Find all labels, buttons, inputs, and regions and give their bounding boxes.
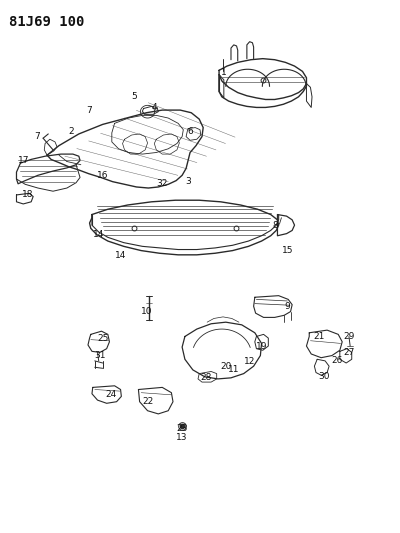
Text: 30: 30 xyxy=(318,372,330,381)
Text: 28: 28 xyxy=(200,373,212,382)
Text: 81J69 100: 81J69 100 xyxy=(9,14,85,29)
Text: 26: 26 xyxy=(331,357,343,366)
Text: 32: 32 xyxy=(156,179,168,188)
Text: 27: 27 xyxy=(343,348,355,357)
Text: 9: 9 xyxy=(284,302,290,311)
Text: 14: 14 xyxy=(93,230,104,239)
Text: 15: 15 xyxy=(282,246,293,255)
Text: 19: 19 xyxy=(256,342,267,351)
Text: 8: 8 xyxy=(272,221,278,230)
Text: 29: 29 xyxy=(343,332,355,341)
Text: 31: 31 xyxy=(94,351,106,360)
Text: 24: 24 xyxy=(105,390,116,399)
Text: 16: 16 xyxy=(97,171,108,180)
Text: 6: 6 xyxy=(187,127,193,136)
Text: 4: 4 xyxy=(152,103,157,112)
Text: 11: 11 xyxy=(228,366,240,374)
Text: 7: 7 xyxy=(34,132,40,141)
Text: 25: 25 xyxy=(97,334,108,343)
Text: 7: 7 xyxy=(86,106,92,115)
Text: 1: 1 xyxy=(221,68,227,77)
Text: 2: 2 xyxy=(68,127,74,136)
Text: 12: 12 xyxy=(244,358,255,367)
Text: 18: 18 xyxy=(22,190,33,199)
Text: 5: 5 xyxy=(132,92,137,101)
Text: 13: 13 xyxy=(176,433,188,442)
Text: 21: 21 xyxy=(314,332,325,341)
Text: 17: 17 xyxy=(18,156,29,165)
Text: 23: 23 xyxy=(176,424,188,433)
Text: 10: 10 xyxy=(141,307,152,316)
Text: 20: 20 xyxy=(220,362,232,370)
Text: 3: 3 xyxy=(185,177,191,186)
Text: 14: 14 xyxy=(115,252,126,261)
Text: 22: 22 xyxy=(143,397,154,406)
